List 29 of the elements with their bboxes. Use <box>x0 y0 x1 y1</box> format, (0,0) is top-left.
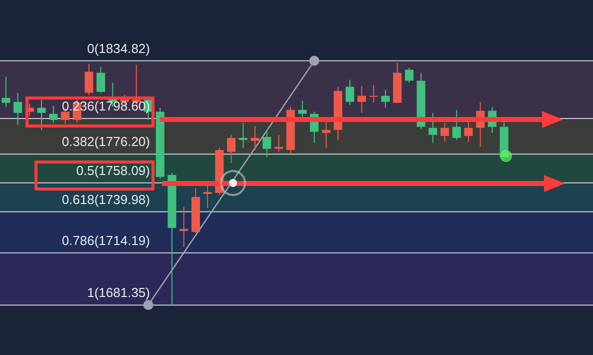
candlestick <box>369 84 378 104</box>
candlestick <box>357 85 366 114</box>
ref-line-label: 0.786(1714.19) <box>62 232 150 248</box>
ref-line-label: 1(1681.35) <box>87 285 150 300</box>
candlestick <box>298 100 307 118</box>
candlestick <box>180 206 188 248</box>
candlestick <box>14 92 22 126</box>
candlestick <box>274 134 283 152</box>
candlestick <box>452 109 461 140</box>
candlestick <box>428 112 438 144</box>
candlestick <box>227 134 236 164</box>
candlestick <box>49 105 58 124</box>
candlestick <box>96 66 106 94</box>
candlestick <box>322 119 330 148</box>
ref-line-label: 0.382(1776.20) <box>62 134 150 150</box>
ref-line-label: 0.618(1739.98) <box>62 192 150 207</box>
candlestick <box>250 125 260 150</box>
candlestick <box>238 122 248 148</box>
candlestick <box>404 67 414 84</box>
candlestick <box>2 76 10 108</box>
ref-line-label: 0(1834.82) <box>87 40 150 56</box>
candlestick <box>440 122 450 142</box>
candlestick <box>464 121 473 142</box>
candlestick <box>346 79 354 106</box>
candlestick <box>262 129 272 158</box>
ref-line-label: 0.5(1758.09) <box>76 162 150 178</box>
candlestick <box>381 89 390 108</box>
candlestick <box>84 63 94 96</box>
candlestick <box>37 99 46 130</box>
